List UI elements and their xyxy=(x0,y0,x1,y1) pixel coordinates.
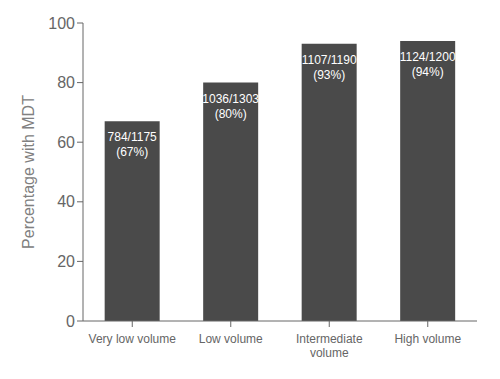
svg-text:1036/1303(80%): 1036/1303(80%) xyxy=(202,92,259,121)
svg-text:1107/1190(93%): 1107/1190(93%) xyxy=(302,53,357,82)
svg-text:Low volume: Low volume xyxy=(199,332,263,346)
svg-text:40: 40 xyxy=(57,193,75,210)
svg-text:60: 60 xyxy=(57,134,75,151)
svg-text:Percentage with MDT: Percentage with MDT xyxy=(20,95,37,249)
svg-text:1124/1200(94%): 1124/1200(94%) xyxy=(400,50,456,79)
svg-text:80: 80 xyxy=(57,74,75,91)
svg-text:20: 20 xyxy=(57,253,75,270)
svg-text:Intermediatevolume: Intermediatevolume xyxy=(296,332,363,360)
svg-text:100: 100 xyxy=(48,15,75,32)
svg-text:High volume: High volume xyxy=(394,332,461,346)
svg-text:784/1175(67%): 784/1175(67%) xyxy=(108,130,157,159)
svg-text:Very low volume: Very low volume xyxy=(89,332,177,346)
svg-text:0: 0 xyxy=(66,313,75,330)
